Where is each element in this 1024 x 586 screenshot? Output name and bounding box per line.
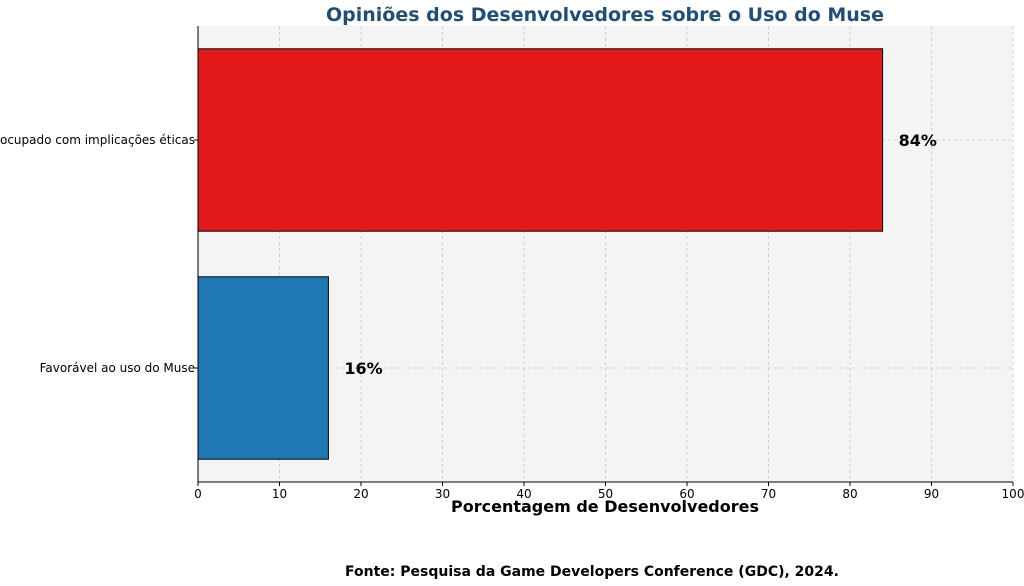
- x-tick-label: 90: [924, 487, 939, 501]
- axes: 0 10 20 30 40 50 60 70 80 90 100: [194, 26, 1024, 501]
- x-tick-label: 40: [516, 487, 531, 501]
- y-tick-label: Favorável ao uso do Muse: [40, 361, 195, 375]
- data-label: 84%: [899, 131, 937, 150]
- x-tick-label: 100: [1002, 487, 1024, 501]
- data-label: 16%: [344, 359, 382, 378]
- source-note: Fonte: Pesquisa da Game Developers Confe…: [345, 564, 839, 580]
- x-tick-label: 30: [435, 487, 450, 501]
- x-tick-label: 0: [194, 487, 202, 501]
- y-tick-label: Preocupado com implicações éticas: [0, 133, 195, 147]
- chart-title: Opiniões dos Desenvolvedores sobre o Uso…: [326, 4, 884, 26]
- bar: [197, 276, 329, 460]
- x-tick-label: 20: [353, 487, 368, 501]
- bars: [197, 48, 884, 460]
- x-tick-label: 70: [761, 487, 776, 501]
- x-tick-label: 10: [272, 487, 287, 501]
- bar: [197, 48, 884, 232]
- x-axis-label: Porcentagem de Desenvolvedores: [451, 497, 759, 516]
- labels: 16% Favorável ao uso do Muse 84% Preocupado…: [0, 131, 937, 378]
- x-tick-label: 50: [598, 487, 613, 501]
- x-tick-label: 60: [679, 487, 694, 501]
- x-tick-label: 80: [842, 487, 857, 501]
